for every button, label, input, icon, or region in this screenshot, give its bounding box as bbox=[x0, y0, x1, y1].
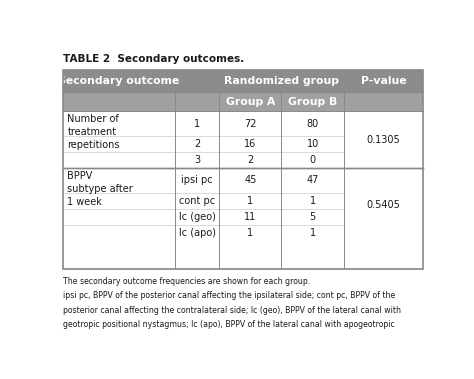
Text: Group A: Group A bbox=[226, 97, 275, 106]
Bar bbox=[63, 225, 423, 241]
Text: Number of
treatment
repetitions: Number of treatment repetitions bbox=[67, 114, 120, 150]
Text: 45: 45 bbox=[244, 175, 256, 185]
Text: 3: 3 bbox=[194, 155, 200, 165]
Text: posterior canal affecting the contralateral side; lc (geo), BPPV of the lateral : posterior canal affecting the contralate… bbox=[63, 305, 401, 315]
Text: ipsi pc, BPPV of the posterior canal affecting the ipsilateral side; cont pc, BP: ipsi pc, BPPV of the posterior canal aff… bbox=[63, 291, 395, 301]
Text: lc (apo): lc (apo) bbox=[179, 228, 216, 238]
Text: 1: 1 bbox=[247, 196, 253, 206]
Text: 1: 1 bbox=[194, 119, 200, 128]
Text: 11: 11 bbox=[244, 212, 256, 222]
Text: Secondary outcome: Secondary outcome bbox=[58, 76, 180, 86]
Text: Randomized group: Randomized group bbox=[224, 76, 339, 86]
Text: lc (geo): lc (geo) bbox=[179, 212, 216, 222]
Text: 10: 10 bbox=[307, 139, 319, 149]
Text: cont pc: cont pc bbox=[179, 196, 215, 206]
Text: 2: 2 bbox=[194, 139, 200, 149]
Text: Group B: Group B bbox=[288, 97, 337, 106]
Text: 0: 0 bbox=[310, 155, 316, 165]
Text: 0.1305: 0.1305 bbox=[366, 135, 401, 145]
Bar bbox=[63, 70, 423, 269]
Bar bbox=[63, 152, 423, 168]
Text: 1: 1 bbox=[310, 228, 316, 238]
Bar bbox=[63, 168, 423, 193]
Text: 47: 47 bbox=[307, 175, 319, 185]
Bar bbox=[63, 209, 423, 225]
Text: 5: 5 bbox=[310, 212, 316, 222]
Text: 16: 16 bbox=[244, 139, 256, 149]
Bar bbox=[63, 136, 423, 152]
Text: geotropic positional nystagmus; lc (apo), BPPV of the lateral canal with apogeot: geotropic positional nystagmus; lc (apo)… bbox=[63, 319, 395, 329]
Text: 72: 72 bbox=[244, 119, 256, 128]
Text: 2: 2 bbox=[247, 155, 254, 165]
Text: P-value: P-value bbox=[361, 76, 406, 86]
Bar bbox=[63, 92, 423, 111]
Text: The secondary outcome frequencies are shown for each group.: The secondary outcome frequencies are sh… bbox=[63, 277, 310, 287]
Text: 0.5405: 0.5405 bbox=[366, 199, 401, 210]
Text: 1: 1 bbox=[310, 196, 316, 206]
Bar bbox=[63, 70, 423, 92]
Text: BPPV
subtype after
1 week: BPPV subtype after 1 week bbox=[67, 171, 133, 207]
Text: ipsi pc: ipsi pc bbox=[181, 175, 213, 185]
Bar bbox=[63, 111, 423, 136]
Text: TABLE 2  Secondary outcomes.: TABLE 2 Secondary outcomes. bbox=[63, 54, 244, 64]
Text: 80: 80 bbox=[307, 119, 319, 128]
Text: 1: 1 bbox=[247, 228, 253, 238]
Bar bbox=[63, 193, 423, 209]
